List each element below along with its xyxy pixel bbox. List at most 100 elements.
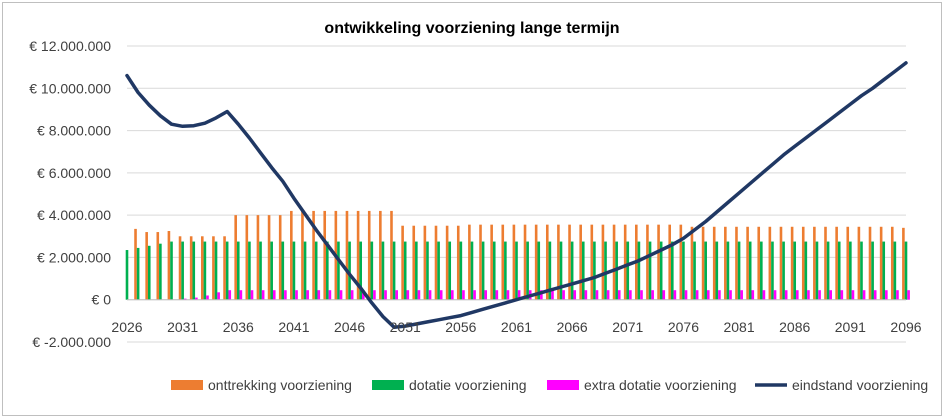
bar <box>195 297 198 300</box>
bar <box>537 241 541 300</box>
bar <box>701 226 705 300</box>
bar <box>715 241 719 300</box>
chart: ontwikkeling voorziening lange termijn €… <box>29 20 928 393</box>
bar <box>270 241 273 300</box>
bar <box>259 241 262 300</box>
y-axis-tick-labels: € -2.000.000 € 0 € 2.000.000 € 4.000.000 € 6… <box>29 38 111 350</box>
legend-label: onttrekking voorziening <box>208 377 352 393</box>
bar <box>545 224 549 300</box>
bar <box>548 241 552 300</box>
bar <box>737 241 741 300</box>
bar <box>768 226 772 300</box>
bar <box>373 290 376 300</box>
bar <box>495 290 499 300</box>
bar <box>484 290 488 300</box>
bar <box>426 241 429 300</box>
bar <box>223 236 226 300</box>
bar <box>401 225 404 300</box>
bar <box>136 247 140 300</box>
bar <box>637 241 641 300</box>
bar <box>504 241 507 300</box>
bar <box>125 250 129 300</box>
bar <box>551 290 554 300</box>
bar <box>303 241 307 300</box>
bar <box>239 290 243 300</box>
bar <box>192 241 196 300</box>
bar <box>412 225 416 300</box>
bar <box>896 290 899 300</box>
bar <box>824 226 827 300</box>
bar <box>829 290 832 300</box>
bars <box>125 210 910 300</box>
bar <box>506 290 510 300</box>
bar <box>428 290 432 300</box>
bar <box>337 241 340 300</box>
bar <box>740 290 743 300</box>
bar <box>170 241 173 300</box>
bar <box>801 226 805 300</box>
bar <box>417 290 421 300</box>
bar <box>159 243 162 300</box>
bar <box>807 290 810 300</box>
bar <box>406 290 410 300</box>
bar <box>857 226 861 300</box>
x-tick-label: 2051 <box>390 319 421 335</box>
legend-label: extra dotatie voorziening <box>584 377 737 393</box>
bar <box>562 290 565 300</box>
bar <box>815 241 819 300</box>
bar <box>312 210 315 300</box>
bar <box>729 290 732 300</box>
bar <box>606 290 610 300</box>
bar <box>145 232 148 300</box>
bar <box>540 290 543 300</box>
bar <box>448 241 452 300</box>
bar <box>392 241 396 300</box>
bar <box>339 290 343 300</box>
x-axis-tick-labels: 2026 2031 2036 2041 2046 2051 2056 2061 2066 2071… <box>111 319 921 335</box>
bar <box>479 224 482 300</box>
bar <box>415 241 418 300</box>
bar <box>826 241 830 300</box>
bar <box>301 210 304 300</box>
chart-title: ontwikkeling voorziening lange termijn <box>324 20 619 37</box>
bar <box>862 290 866 300</box>
bar <box>228 290 232 300</box>
x-tick-label: 2026 <box>111 319 142 335</box>
bar <box>604 241 607 300</box>
bar <box>214 241 218 300</box>
bar <box>359 241 362 300</box>
legend-label: dotatie voorziening <box>409 377 527 393</box>
bar <box>468 224 471 300</box>
bar <box>183 298 187 300</box>
bar <box>362 290 365 300</box>
bar <box>439 290 443 300</box>
bar <box>512 224 516 300</box>
bar <box>201 236 204 300</box>
bar <box>423 225 427 300</box>
chart-frame: ontwikkeling voorziening lange termijn €… <box>2 2 942 416</box>
legend-swatch <box>372 380 404 390</box>
bar <box>250 290 254 300</box>
bar <box>212 236 215 300</box>
bar <box>673 290 677 300</box>
bar <box>590 224 594 300</box>
bar <box>437 241 440 300</box>
bar <box>328 290 332 300</box>
x-tick-label: 2081 <box>723 319 754 335</box>
bar <box>849 241 852 300</box>
x-tick-label: 2066 <box>557 319 588 335</box>
bar <box>156 232 160 300</box>
bar <box>570 241 574 300</box>
bar <box>445 225 449 300</box>
x-tick-label: 2076 <box>668 319 699 335</box>
x-tick-label: 2071 <box>612 319 643 335</box>
bar <box>534 224 538 300</box>
bar <box>248 241 251 300</box>
x-tick-label: 2096 <box>890 319 921 335</box>
legend-swatch <box>171 380 203 390</box>
bar <box>907 290 910 300</box>
bar <box>790 226 794 300</box>
bar <box>278 215 282 300</box>
bar <box>284 290 287 300</box>
bar <box>290 210 293 300</box>
